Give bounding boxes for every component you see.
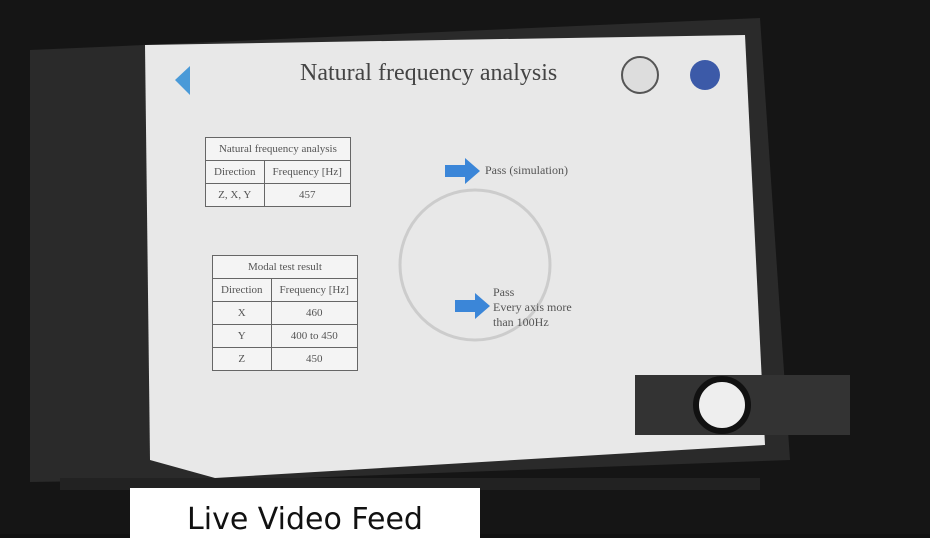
cell: Y: [212, 324, 272, 348]
cell: Z, X, Y: [205, 183, 265, 207]
taskbar: [60, 478, 760, 490]
arrow: [455, 293, 490, 319]
arrow: [445, 158, 480, 184]
table: Modal test result Direction Frequency [Hz…: [212, 255, 358, 371]
cell: X: [212, 301, 272, 325]
table: Natural frequency analysis Direction Freq…: [205, 137, 351, 207]
result: Pass Every axis more than 100Hz: [493, 285, 572, 330]
logo-seal: [621, 56, 659, 94]
overlay-label: Live Video Feed: [130, 488, 480, 538]
slide-title: Natural frequency analysis: [300, 60, 558, 86]
result-line: Pass: [493, 285, 515, 299]
logo: [175, 66, 190, 95]
cell: 457: [263, 183, 351, 207]
result: Pass (simulation): [485, 163, 568, 177]
header: Direction: [205, 160, 265, 184]
header: Frequency [Hz]: [270, 278, 358, 302]
cell: 460: [270, 301, 358, 325]
result-line: Every axis more: [493, 300, 572, 314]
cell: 400 to 450: [270, 324, 358, 348]
table-title: Modal test result: [212, 255, 358, 279]
table-title: Natural frequency analysis: [205, 137, 351, 161]
header: Frequency [Hz]: [263, 160, 351, 184]
thumbnail-logo: [693, 376, 751, 434]
header: Direction: [212, 278, 272, 302]
logo-globe: [690, 60, 720, 90]
watermark: [398, 188, 552, 342]
result-line: than 100Hz: [493, 315, 549, 329]
cell: 450: [270, 347, 358, 371]
cell: Z: [212, 347, 272, 371]
